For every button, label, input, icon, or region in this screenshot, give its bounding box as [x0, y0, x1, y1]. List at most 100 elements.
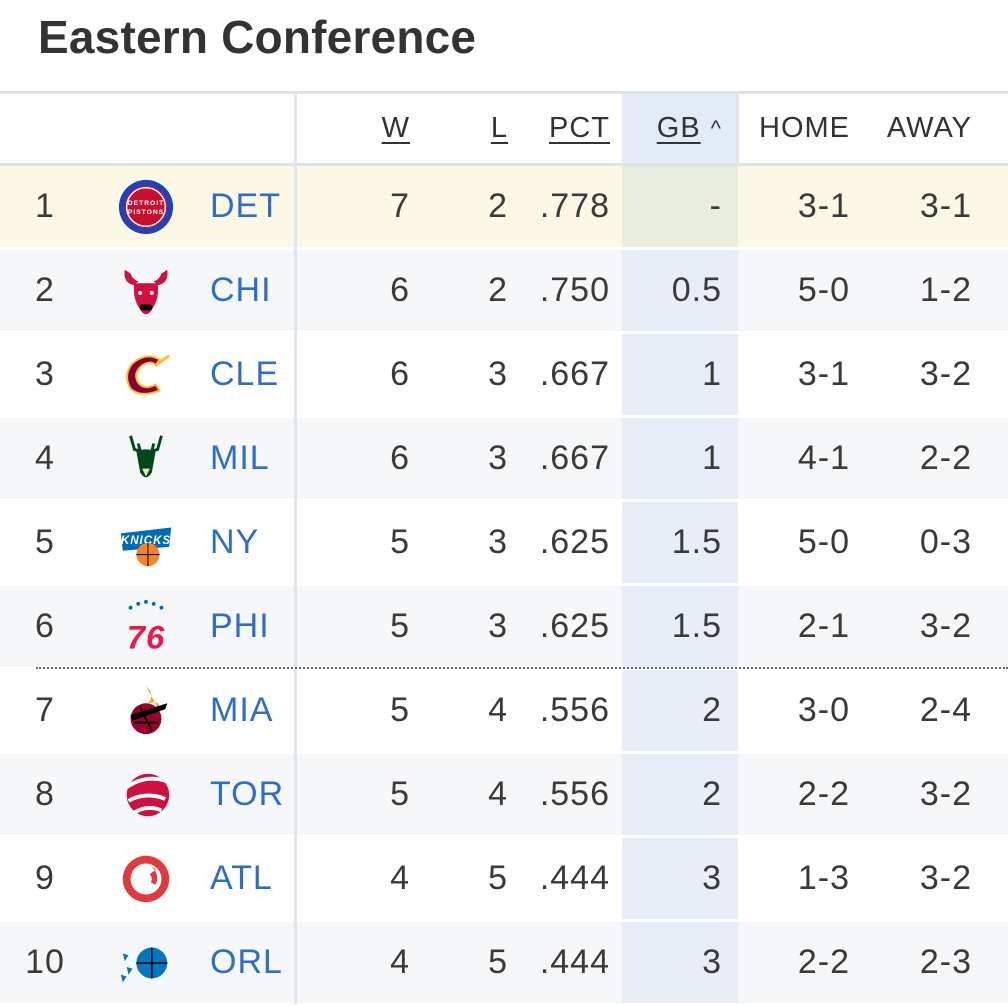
svg-text:KNICKS: KNICKS	[121, 533, 171, 546]
table-row[interactable]: 9 ATL 4 5 .444 3 1-3 3-2	[0, 838, 1008, 922]
away-record-cell: 3-2	[919, 775, 972, 813]
pct-cell: .556	[539, 691, 610, 729]
rank-cell: 6	[35, 607, 55, 645]
away-record-cell: 0-3	[919, 523, 972, 561]
table-row[interactable]: 5 KNICKS NY 5 3 .625 1.5 5-0 0-3	[0, 502, 1008, 586]
home-record-cell: 2-2	[797, 775, 850, 813]
gb-cell: 2	[622, 754, 738, 835]
losses-cell: 4	[488, 691, 508, 729]
column-divider	[294, 94, 297, 1004]
header-pct[interactable]: PCT	[549, 112, 610, 144]
away-record-cell: 3-1	[919, 187, 972, 225]
team-link[interactable]: DET	[210, 187, 281, 225]
pct-cell: .444	[539, 943, 610, 981]
wins-cell: 5	[390, 523, 410, 561]
raptors-logo-icon	[108, 754, 184, 835]
pct-cell: .667	[539, 439, 610, 477]
table-header: W L PCT GB ^ HOME AWAY	[0, 94, 1008, 166]
team-link[interactable]: TOR	[210, 775, 285, 813]
pct-cell: .625	[539, 523, 610, 561]
home-record-cell: 2-1	[797, 607, 850, 645]
pct-cell: .667	[539, 355, 610, 393]
gb-cell: -	[622, 166, 738, 247]
home-record-cell: 3-0	[797, 691, 850, 729]
table-row[interactable]: 6 76 PHI 5 3 .625 1.5 2-1 3-2	[0, 586, 1008, 670]
away-record-cell: 3-2	[919, 607, 972, 645]
home-record-cell: 3-1	[797, 187, 850, 225]
pct-cell: .750	[539, 271, 610, 309]
pct-cell: .778	[539, 187, 610, 225]
losses-cell: 2	[488, 187, 508, 225]
pct-cell: .444	[539, 859, 610, 897]
table-row[interactable]: 3 CLE 6 3 .667 1 3-1 3-2	[0, 334, 1008, 418]
rank-cell: 9	[35, 859, 55, 897]
team-link[interactable]: MIA	[210, 691, 274, 729]
team-link[interactable]: MIL	[210, 439, 270, 477]
away-record-cell: 2-2	[919, 439, 972, 477]
away-record-cell: 2-4	[919, 691, 972, 729]
table-row[interactable]: 4 MIL 6 3 .667 1 4-1 2-2	[0, 418, 1008, 502]
rank-cell: 3	[35, 355, 55, 393]
wins-cell: 5	[390, 607, 410, 645]
rank-cell: 8	[35, 775, 55, 813]
team-link[interactable]: NY	[210, 523, 260, 561]
wins-cell: 4	[390, 943, 410, 981]
gb-cell: 3	[622, 838, 738, 919]
team-link[interactable]: ORL	[210, 943, 283, 981]
rank-cell: 5	[35, 523, 55, 561]
pistons-logo-icon: DETROIT PISTONS	[108, 166, 184, 247]
page-title: Eastern Conference	[38, 11, 477, 63]
losses-cell: 3	[488, 607, 508, 645]
team-link[interactable]: CLE	[210, 355, 280, 393]
rank-cell: 2	[35, 271, 55, 309]
sort-ascending-icon: ^	[710, 115, 722, 141]
home-record-cell: 1-3	[797, 859, 850, 897]
bulls-logo-icon	[108, 250, 184, 331]
away-record-cell: 1-2	[919, 271, 972, 309]
table-row[interactable]: 1 DETROIT PISTONS DET 7 2 .778- 3-1 3-1	[0, 166, 1008, 250]
playoff-cutoff-line	[36, 667, 1008, 669]
wins-cell: 6	[390, 439, 410, 477]
column-divider	[736, 94, 739, 166]
home-record-cell: 5-0	[797, 271, 850, 309]
team-link[interactable]: ATL	[210, 859, 273, 897]
knicks-logo-icon: KNICKS	[108, 502, 184, 583]
header-w[interactable]: W	[381, 112, 410, 144]
gb-cell: 1.5	[622, 502, 738, 583]
wins-cell: 4	[390, 859, 410, 897]
table-row[interactable]: 2 CHI 6 2 .750 0.5 5-0 1-2	[0, 250, 1008, 334]
gb-cell: 2	[622, 670, 738, 751]
header-gb[interactable]: GB ^	[622, 94, 738, 163]
losses-cell: 3	[488, 439, 508, 477]
away-record-cell: 2-3	[919, 943, 972, 981]
table-row[interactable]: 10 ORL 4 5 .444 3 2-2 2-3	[0, 922, 1008, 1006]
table-row[interactable]: 7 MIA 5 4 .556 2 3-0 2-4	[0, 670, 1008, 754]
svg-text:PISTONS: PISTONS	[128, 208, 164, 215]
losses-cell: 4	[488, 775, 508, 813]
losses-cell: 3	[488, 355, 508, 393]
76ers-logo-icon: 76	[108, 586, 184, 667]
bucks-logo-icon	[108, 418, 184, 499]
rank-cell: 10	[25, 943, 65, 981]
header-home: HOME	[759, 112, 850, 144]
gb-cell: 1	[622, 334, 738, 415]
losses-cell: 5	[488, 943, 508, 981]
away-record-cell: 3-2	[919, 355, 972, 393]
away-record-cell: 3-2	[919, 859, 972, 897]
home-record-cell: 5-0	[797, 523, 850, 561]
cavaliers-logo-icon	[108, 334, 184, 415]
losses-cell: 3	[488, 523, 508, 561]
team-link[interactable]: PHI	[210, 607, 270, 645]
pct-cell: .556	[539, 775, 610, 813]
header-l[interactable]: L	[490, 112, 508, 144]
rank-cell: 4	[35, 439, 55, 477]
hawks-logo-icon	[108, 838, 184, 919]
rank-cell: 1	[35, 187, 55, 225]
gb-cell: 1	[622, 418, 738, 499]
gb-cell: 0.5	[622, 250, 738, 331]
gb-cell: 3	[622, 922, 738, 1003]
home-record-cell: 3-1	[797, 355, 850, 393]
table-row[interactable]: 8 TOR 5 4 .556 2 2-2 3-2	[0, 754, 1008, 838]
team-link[interactable]: CHI	[210, 271, 272, 309]
magic-logo-icon	[108, 922, 184, 1003]
